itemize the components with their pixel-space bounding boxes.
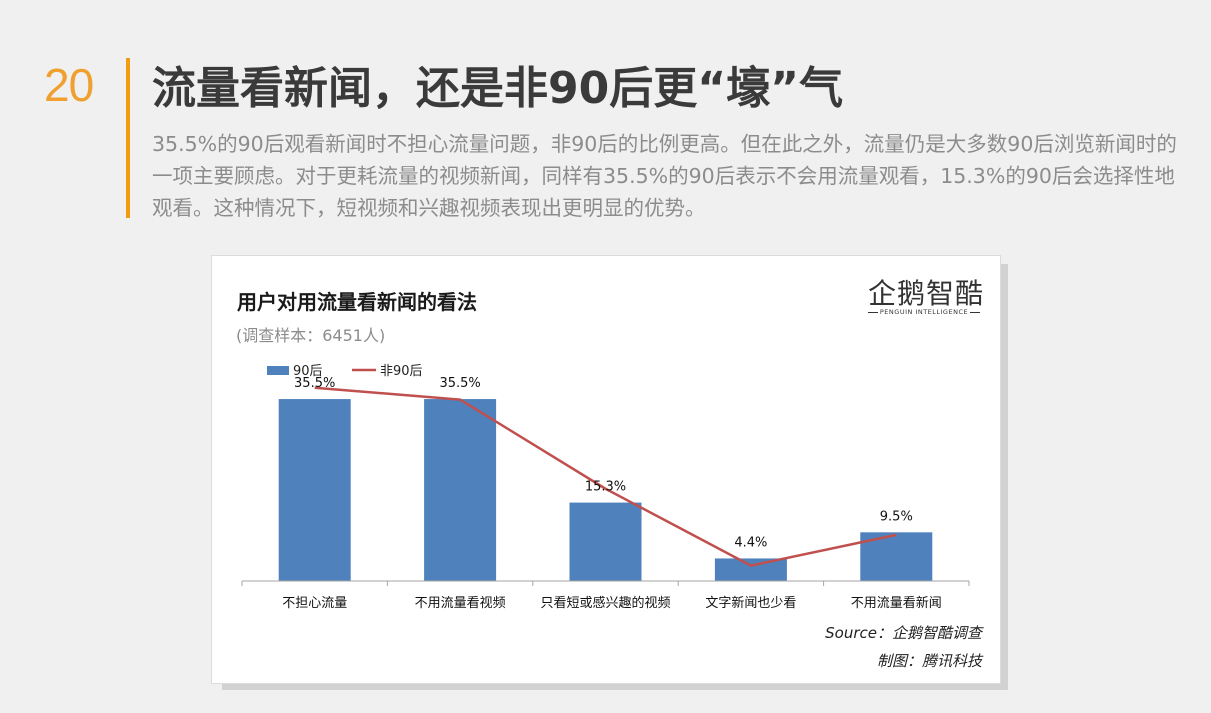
x-tick-label-1: 不用流量看视频 <box>415 595 506 611</box>
logo-subtext: PENGUIN INTELLIGENCE <box>864 308 984 316</box>
chart-credit: 制图：腾讯科技 <box>876 652 982 670</box>
chart-card: 用户对用流量看新闻的看法 (调查样本：6451人) 企鹅智酷 PENGUIN I… <box>211 255 1001 684</box>
x-tick-label-4: 不用流量看新闻 <box>851 595 942 611</box>
accent-bar <box>126 58 130 218</box>
data-label-90-3: 4.4% <box>734 535 767 550</box>
data-label-90-1: 35.5% <box>439 376 480 391</box>
legend-swatch-90 <box>267 366 289 375</box>
bar-90-0 <box>278 399 351 581</box>
chart-svg: 90后 非90后 35.5% 35.5% 15.3% 4.4% 9.5% 不担心流量 不用流量看… <box>241 364 970 611</box>
bar-90-3 <box>714 558 787 581</box>
x-tick-label-3: 文字新闻也少看 <box>705 595 796 611</box>
data-label-90-2: 15.3% <box>585 480 626 495</box>
bar-90-2 <box>569 502 642 581</box>
page-number: 20 <box>44 59 94 111</box>
page-description: 35.5%的90后观看新闻时不担心流量问题，非90后的比例更高。但在此之外，流量… <box>152 132 1177 220</box>
legend-label-90: 90后 <box>293 364 323 379</box>
page-title: 流量看新闻，还是非90后更“壕”气 <box>152 63 844 114</box>
data-label-90-0: 35.5% <box>294 376 335 391</box>
logo-text: 企鹅智酷 <box>868 277 985 310</box>
x-tick-label-2: 只看短或感兴趣的视频 <box>540 595 670 611</box>
chart-subtitle: (调查样本：6451人) <box>236 326 386 345</box>
legend-label-non90: 非90后 <box>380 364 423 379</box>
x-tick-label-0: 不担心流量 <box>282 596 347 611</box>
penguin-intelligence-logo: 企鹅智酷 PENGUIN INTELLIGENCE <box>864 270 984 324</box>
chart-source: Source：企鹅智酷调查 <box>825 624 982 642</box>
bar-90-1 <box>424 399 497 581</box>
chart-title: 用户对用流量看新闻的看法 <box>237 290 477 314</box>
data-label-90-4: 9.5% <box>880 509 913 524</box>
line-non90 <box>314 386 897 567</box>
